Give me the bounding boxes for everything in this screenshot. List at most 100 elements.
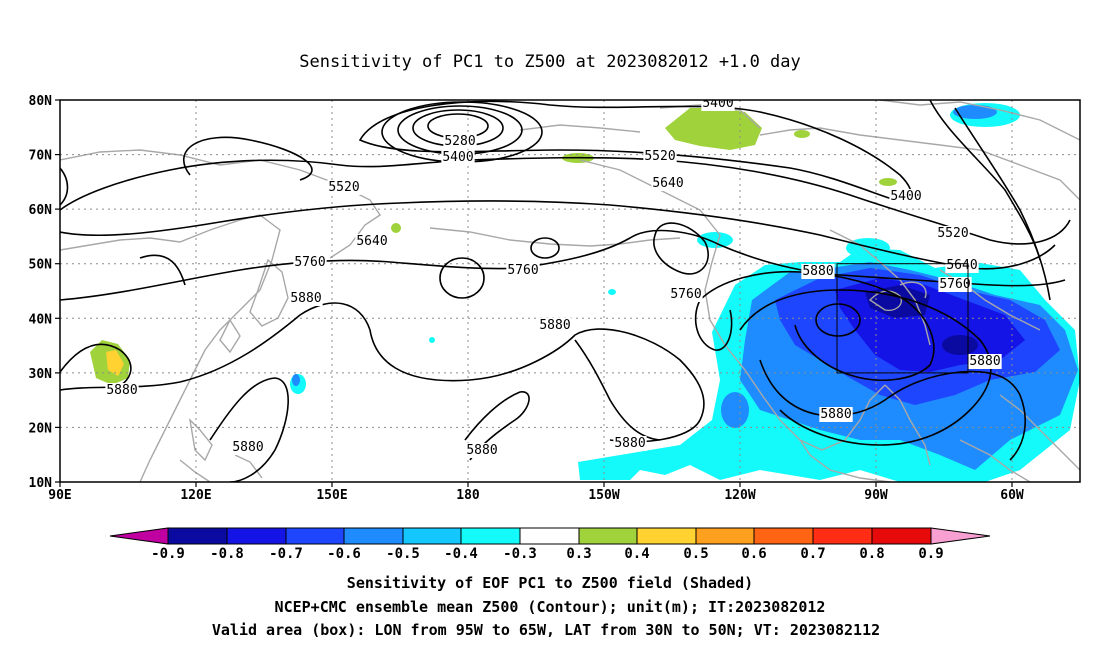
colorbar-cell <box>402 527 462 545</box>
colorbar-label: -0.8 <box>210 546 244 562</box>
contour-label-bg <box>441 150 475 165</box>
lat-label: 40N <box>29 312 53 327</box>
colorbar-cell <box>695 527 755 545</box>
colorbar-cell <box>753 527 814 545</box>
contour-label-bg <box>231 440 265 455</box>
lat-label: 60N <box>29 203 53 218</box>
colorbar-label: 0.7 <box>800 546 825 562</box>
plot-frame <box>59 99 1081 483</box>
colorbar-label: -0.6 <box>327 546 361 562</box>
colorbar-label: 0.8 <box>859 546 884 562</box>
colorbar-label: 0.9 <box>918 546 943 562</box>
colorbar <box>109 527 991 545</box>
lat-label: 80N <box>29 94 53 109</box>
contour-label-bg <box>538 318 572 333</box>
colorbar-cell <box>636 527 697 545</box>
map-plot-area: 5400 5280 5400 5520 5520 5640 5400 5640 … <box>60 96 1080 482</box>
contour-label: 5640 <box>356 234 387 249</box>
colorbar-cell <box>930 527 991 545</box>
contour-label-bg <box>819 407 853 422</box>
contour-label: 5400 <box>890 189 921 204</box>
contour-label: 5760 <box>939 277 970 292</box>
contour-label-bg <box>506 263 540 278</box>
colorbar-label: -0.3 <box>503 546 537 562</box>
contour-label-bg <box>889 189 923 204</box>
contour-label-bg <box>443 134 477 149</box>
contour-label: 5760 <box>507 263 538 278</box>
contour-label-bg <box>613 436 647 451</box>
contour-label: 5520 <box>937 226 968 241</box>
contour-label: 5400 <box>702 96 733 111</box>
colorbar-label: 0.3 <box>566 546 591 562</box>
lon-label: 150W <box>588 488 619 503</box>
contour-label: 5760 <box>294 255 325 270</box>
contour-label: 5400 <box>442 150 473 165</box>
contour-label: 5520 <box>644 149 675 164</box>
tick-marks <box>55 99 1013 487</box>
contour-label-bg <box>643 149 677 164</box>
contour-label: 5640 <box>652 176 683 191</box>
lon-label: 90E <box>48 488 71 503</box>
lon-label: 180 <box>456 488 480 503</box>
colorbar-cell <box>460 527 521 545</box>
latitude-labels: 80N 70N 60N 50N 40N 30N 20N 10N <box>29 94 53 491</box>
colorbar-label: 0.5 <box>683 546 708 562</box>
colorbar-label: 0.4 <box>624 546 649 562</box>
contour-label: 5280 <box>444 134 475 149</box>
lat-label: 70N <box>29 149 53 164</box>
contour-label: 5880 <box>290 291 321 306</box>
contour-label: 5640 <box>946 258 977 273</box>
contour-label-bg <box>465 443 499 458</box>
lon-label: 90W <box>864 488 888 503</box>
colorbar-label: 0.6 <box>741 546 766 562</box>
contour-label-bg <box>801 264 835 279</box>
colorbar-cell <box>109 527 169 545</box>
lat-label: 10N <box>29 476 53 491</box>
lat-label: 50N <box>29 258 53 273</box>
colorbar-label: -0.4 <box>444 546 478 562</box>
caption-line-2: NCEP+CMC ensemble mean Z500 (Contour); u… <box>275 598 826 616</box>
contour-label: 5760 <box>670 287 701 302</box>
contour-label-bg <box>936 226 970 241</box>
figure-title: Sensitivity of PC1 to Z500 at 2023082012… <box>299 52 801 72</box>
contour-label-bg <box>701 100 735 111</box>
colorbar-cell <box>226 527 287 545</box>
contour-label: 5880 <box>106 383 137 398</box>
contour-label: 5880 <box>614 436 645 451</box>
contour-label-bg <box>938 277 972 292</box>
contour-label: 5520 <box>328 180 359 195</box>
contour-label-bg <box>669 287 703 302</box>
lat-lon-grid <box>60 100 1080 482</box>
colorbar-labels: -0.9 -0.8 -0.7 -0.6 -0.5 -0.4 -0.3 0.3 0… <box>151 546 944 562</box>
lat-label: 20N <box>29 421 53 436</box>
contour-label-bg <box>289 291 323 306</box>
contour-label-bg <box>945 258 979 273</box>
colorbar-cell <box>871 527 932 545</box>
contour-label-bg <box>355 234 389 249</box>
colorbar-label: -0.7 <box>269 546 303 562</box>
valid-area-box <box>836 263 969 374</box>
contour-label-bg <box>327 180 361 195</box>
colorbar-cell <box>343 527 404 545</box>
contour-labels: 5400 5280 5400 5520 5520 5640 5400 5640 … <box>105 96 1002 458</box>
contour-label-bg <box>293 255 327 270</box>
colorbar-cell <box>285 527 345 545</box>
colorbar-label: -0.9 <box>151 546 185 562</box>
colorbar-cell <box>167 527 228 545</box>
lat-label: 30N <box>29 367 53 382</box>
contour-label: 5880 <box>820 407 851 422</box>
contour-label-bg <box>105 383 139 398</box>
contour-label: 5880 <box>539 318 570 333</box>
colorbar-label: -0.5 <box>386 546 420 562</box>
coastlines <box>60 100 1080 482</box>
colorbar-cell <box>519 527 580 545</box>
contour-label: 5880 <box>466 443 497 458</box>
lon-label: 120E <box>180 488 211 503</box>
contour-label-bg <box>651 176 685 191</box>
contour-label-bg <box>968 354 1002 369</box>
colorbar-cell <box>812 527 873 545</box>
contour-label: 5880 <box>802 264 833 279</box>
contour-label: 5880 <box>969 354 1000 369</box>
longitude-labels: 90E 120E 150E 180 150W 120W 90W 60W <box>48 488 1024 503</box>
